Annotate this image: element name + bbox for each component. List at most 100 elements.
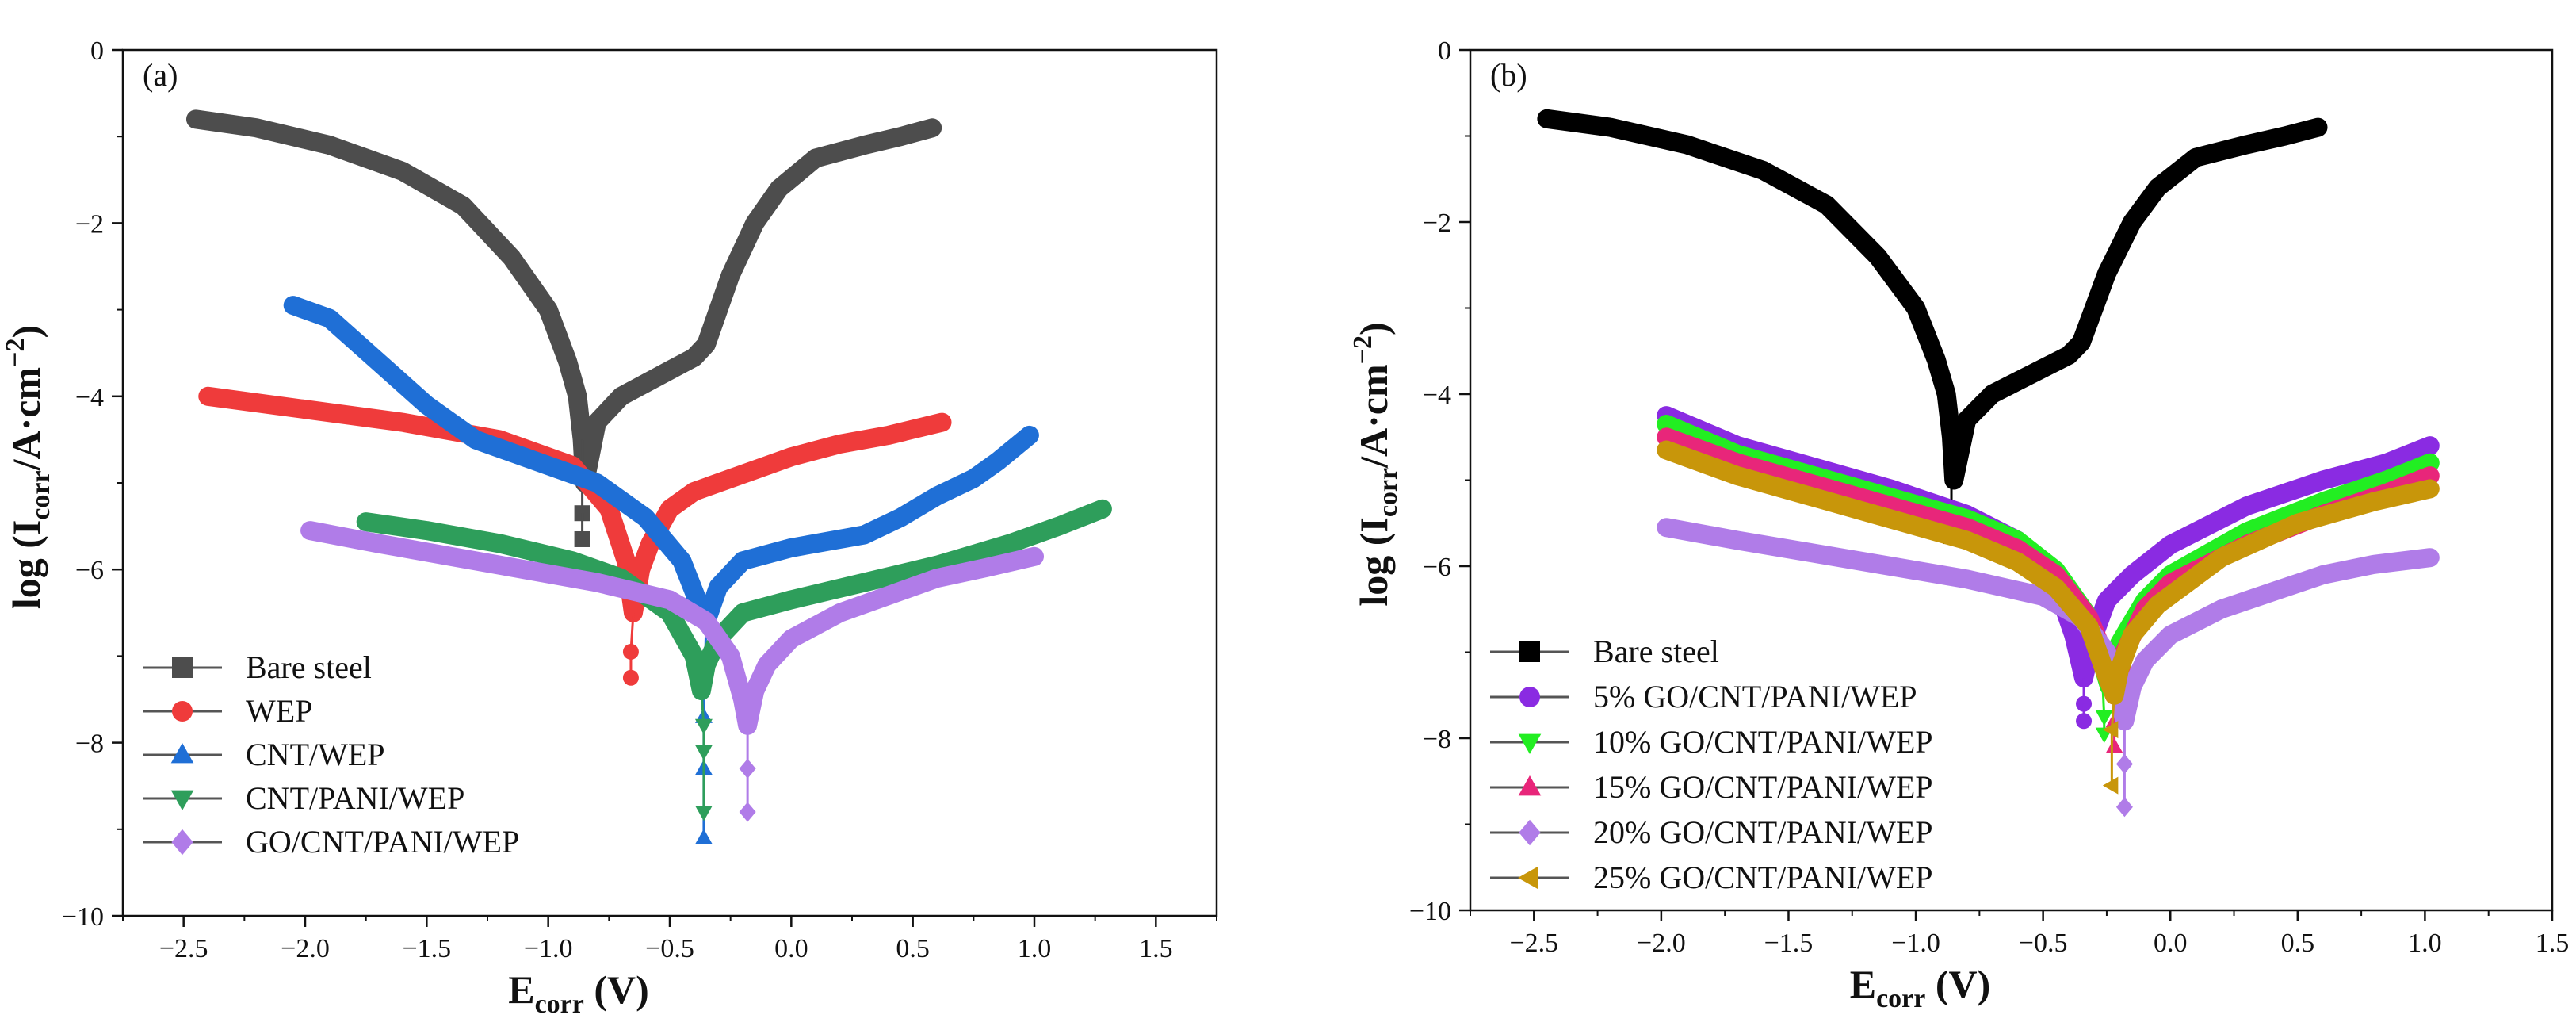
data-point (739, 802, 756, 822)
axes-b: −2.5 −2.0 −1.5 −1.0 −0.5 0.0 0.5 1.0 1.5 0 −2 −4 −6 −… (1409, 36, 2569, 958)
y-tick-label: −10 (1409, 897, 1451, 926)
y-axis-title-sub: corr (1374, 468, 1403, 517)
x-axis-title-main: E (1850, 962, 1876, 1006)
x-tick-label: −0.5 (645, 934, 694, 963)
x-axis-title-sub: corr (1876, 984, 1925, 1013)
y-axis-title-close: ) (4, 325, 48, 339)
series-bare-steel (186, 109, 942, 547)
data-point (622, 669, 639, 686)
data-point (2102, 776, 2119, 795)
data-point (2102, 721, 2119, 739)
legend-label: GO/CNT/PANI/WEP (246, 824, 519, 860)
y-axis-title-sup: −2 (1, 338, 30, 366)
x-tick-label: 1.0 (2408, 929, 2442, 958)
legend-marker (1519, 687, 1540, 707)
data-point (2115, 797, 2133, 818)
legend-label: CNT/PANI/WEP (246, 780, 464, 816)
x-tick-label: 1.0 (1018, 934, 1052, 963)
y-tick-label: 0 (90, 36, 104, 66)
y-axis-title-unit: /A·cm (4, 367, 48, 472)
data-point (694, 829, 713, 844)
legend-label: 20% GO/CNT/PANI/WEP (1593, 814, 1933, 850)
legend-marker (170, 790, 194, 810)
data-point (2076, 713, 2093, 730)
legend-label: Bare steel (246, 649, 372, 685)
series-25-go-cnt-pani-wep (1657, 440, 2440, 795)
legend-marker (1518, 776, 1542, 796)
legend-marker (1519, 819, 1541, 846)
y-tick-label: −6 (1423, 553, 1451, 582)
legend-marker (172, 657, 193, 678)
legend-marker (171, 829, 193, 856)
x-axis-title-unit: (V) (1925, 962, 1990, 1006)
legend-label: 15% GO/CNT/PANI/WEP (1593, 769, 1933, 805)
legend-b: Bare steel 5% GO/CNT/PANI/WEP 10% GO/CNT/P… (1490, 634, 1933, 895)
x-tick-label: 0.0 (774, 934, 808, 963)
legend-label: WEP (246, 693, 312, 729)
legend-label: 25% GO/CNT/PANI/WEP (1593, 860, 1933, 895)
x-tick-label: −2.5 (1509, 929, 1558, 958)
x-tick-label: −1.0 (524, 934, 573, 963)
chart-panel-a: −2.5 −2.0 −1.5 −1.0 −0.5 0.0 0.5 1.0 1.5 0 −2 −4 −6 −… (1, 36, 1218, 1019)
x-tick-label: −2.0 (281, 934, 330, 963)
x-tick-label: 1.5 (2536, 929, 2570, 958)
legend-marker (1518, 866, 1538, 890)
legend-label: Bare steel (1593, 634, 1719, 669)
y-axis-title-a: log (Icorr/A·cm−2) (1, 325, 55, 609)
series-line (1657, 518, 2440, 731)
y-tick-label: −2 (1423, 209, 1451, 238)
series-line (1537, 109, 2328, 490)
y-axis-title-b: log (Icorr/A·cm−2) (1348, 322, 1403, 606)
series-line (186, 109, 942, 492)
plot-area-a (186, 109, 1112, 844)
x-tick-label: −2.5 (159, 934, 208, 963)
legend-marker (1518, 733, 1542, 754)
y-axis-title-sub: corr (26, 470, 55, 519)
x-axis-title-main: E (508, 967, 534, 1012)
x-tick-label: 0.0 (2154, 929, 2188, 958)
x-tick-label: −1.0 (1891, 929, 1940, 958)
y-axis-title-main: log (I (1351, 517, 1396, 607)
x-tick-label: 1.5 (1139, 934, 1173, 963)
legend-marker (172, 701, 193, 722)
data-point (2105, 737, 2123, 753)
series-cnt-pani-wep (356, 499, 1112, 821)
legend-label: 10% GO/CNT/PANI/WEP (1593, 724, 1933, 760)
y-tick-label: −8 (75, 730, 104, 759)
series-line (356, 499, 1112, 701)
series-bare-steel (1537, 109, 2328, 545)
chart-panel-b: −2.5 −2.0 −1.5 −1.0 −0.5 0.0 0.5 1.0 1.5 0 −2 −4 −6 −… (1348, 36, 2569, 1013)
data-point (574, 530, 590, 547)
y-tick-label: −2 (75, 209, 104, 239)
x-axis-title-b: Ecorr (V) (1850, 962, 1991, 1013)
legend-marker (1519, 641, 1540, 662)
y-tick-label: −4 (75, 383, 104, 412)
legend-label: CNT/WEP (246, 737, 385, 772)
series-go-cnt-pani-wep (300, 521, 1044, 822)
x-tick-label: −2.0 (1637, 929, 1686, 958)
y-tick-label: −8 (1423, 725, 1451, 754)
y-tick-label: −6 (75, 556, 104, 585)
y-tick-label: 0 (1438, 36, 1451, 66)
x-tick-label: 0.5 (2281, 929, 2315, 958)
x-tick-label: 0.5 (896, 934, 930, 963)
legend-label: 5% GO/CNT/PANI/WEP (1593, 679, 1917, 714)
x-tick-label: −1.5 (402, 934, 451, 963)
legend-a: Bare steel WEP CNT/WEP CNT/PANI/WEP GO/CNT/P… (143, 649, 519, 860)
series-line (1657, 440, 2440, 705)
data-point (694, 805, 713, 821)
x-axis-title-unit: (V) (584, 967, 649, 1012)
panel-label-a: (a) (143, 57, 178, 93)
x-tick-label: −0.5 (2019, 929, 2068, 958)
y-axis-title-close: ) (1351, 322, 1396, 335)
plot-area-b (1537, 109, 2440, 818)
series-line (300, 521, 1044, 735)
x-axis-title-a: Ecorr (V) (508, 967, 649, 1019)
y-tick-label: −10 (62, 902, 104, 932)
series-tail (2110, 695, 2116, 730)
legend-marker (170, 743, 194, 764)
y-axis-title-unit: /A·cm (1351, 364, 1396, 469)
panel-label-b: (b) (1490, 57, 1527, 93)
series-20-go-cnt-pani-wep (1657, 518, 2440, 818)
